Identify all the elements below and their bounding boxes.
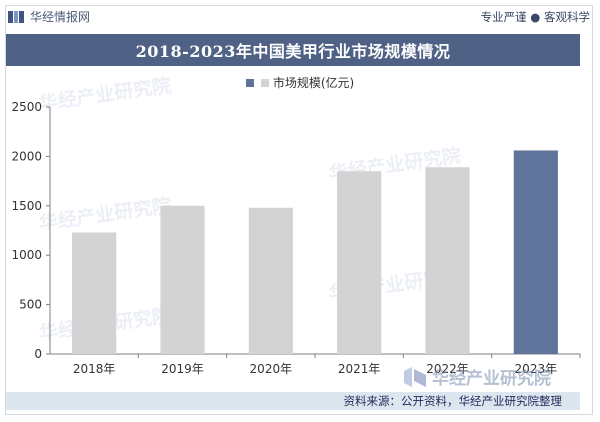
x-tick-label: 2020年 <box>250 362 293 376</box>
brand-name: 华经情报网 <box>30 10 91 24</box>
bar-2023年 <box>513 150 558 354</box>
legend-swatch-series <box>260 78 269 87</box>
x-tick-label: 2018年 <box>73 362 116 376</box>
watermark-text: 华经产业研究院 <box>37 74 172 115</box>
bars <box>72 150 558 354</box>
legend: 市场规模(亿元) <box>0 74 600 91</box>
watermark-bottom-text: 华经产业研究院 <box>432 369 551 389</box>
y-tick-label: 1500 <box>11 199 42 213</box>
x-tick-label: 2023年 <box>515 362 558 376</box>
legend-swatch-highlight <box>245 78 254 87</box>
source-note: 资料来源：公开资料，华经产业研究院整理 <box>6 392 580 410</box>
x-tick-label: 2019年 <box>161 362 204 376</box>
brand-logo-icon <box>8 10 24 23</box>
bar-2019年 <box>160 205 205 354</box>
y-ticks: 0 500 1000 1500 2000 2500 <box>11 100 50 361</box>
x-tick-label: 2022年 <box>426 362 469 376</box>
bar-2021年 <box>337 171 382 354</box>
watermark-text: 华经产业研究院 <box>37 194 172 235</box>
brand: 华经情报网 <box>8 8 90 25</box>
legend-label: 市场规模(亿元) <box>272 76 355 90</box>
y-tick-label: 2000 <box>11 149 42 163</box>
y-tick-label: 1000 <box>11 248 42 262</box>
x-ticks: 2018年 2019年 2020年 2021年 2022年 2023年 <box>73 354 581 376</box>
watermark-logo-icon <box>404 366 426 387</box>
watermark-bottom: 华经产业研究院 <box>404 364 551 389</box>
chart-title: 2018-2023年中国美甲行业市场规模情况 <box>6 34 580 66</box>
y-tick-label: 0 <box>34 347 42 361</box>
bar-2020年 <box>248 207 293 354</box>
y-tick-label: 2500 <box>11 100 42 114</box>
x-tick-label: 2021年 <box>338 362 381 376</box>
bar-2022年 <box>425 167 470 354</box>
top-bar: 华经情报网 专业严谨 ● 客观科学 <box>0 0 600 32</box>
slogan: 专业严谨 ● 客观科学 <box>480 10 590 24</box>
bar-2018年 <box>72 232 117 354</box>
y-tick-label: 500 <box>19 298 42 312</box>
